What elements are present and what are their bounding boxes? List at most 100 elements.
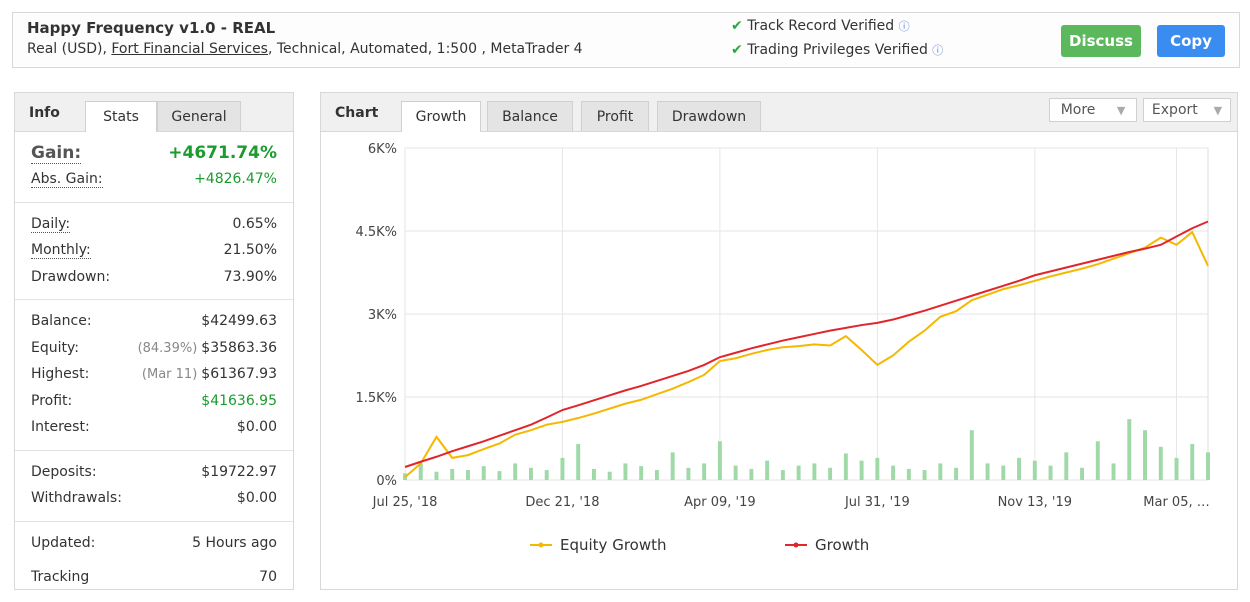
stat-label: Drawdown: [31, 268, 111, 285]
subtitle-text: , Technical, Automated, 1:500 , MetaTrad… [267, 41, 583, 57]
tab-bar: Chart Growth Balance Profit Drawdown More ▼ Exp… [321, 93, 1237, 132]
info-panel: Info Stats General Gain: +4671.74% Abs. Gain:… [14, 92, 294, 590]
stat-value-wrap: $0.00 [237, 490, 277, 506]
stat-value: 21.50% [223, 242, 277, 258]
subtitle-text: Real (USD), [27, 41, 112, 57]
menu-caret: ▼ [1213, 103, 1223, 117]
x-tick-label: Nov 13, '19 [998, 495, 1072, 510]
volume-bar [812, 463, 817, 480]
stat-label: Profit: [31, 392, 73, 409]
tab[interactable]: Balance [487, 101, 573, 131]
volume-bar [1032, 460, 1037, 480]
stat-value: 70 [259, 568, 277, 585]
stat-row: Interest: $0.00 [31, 419, 277, 435]
volume-bar [544, 470, 549, 480]
stat-label: Daily: [31, 215, 71, 233]
stat-value: +4826.47% [194, 171, 277, 187]
volume-bar [843, 453, 848, 480]
menu-button[interactable]: Export ▼ [1143, 98, 1231, 122]
stat-label: Withdrawals: [31, 490, 122, 506]
discuss-button[interactable]: Discuss [1061, 25, 1141, 57]
stat-label: Monthly: [31, 242, 91, 259]
tab[interactable]: Profit [581, 101, 649, 131]
volume-bar [717, 441, 722, 480]
info-label: Info [29, 105, 60, 121]
separator [15, 520, 293, 522]
volume-bar [623, 463, 628, 480]
volume-bar [985, 463, 990, 480]
tab-bar: Info Stats General [15, 93, 293, 132]
legend-label: Equity Growth [560, 536, 667, 554]
volume-bar [938, 463, 943, 480]
volume-bar [922, 470, 927, 480]
stat-row: Profit: $41636.95 [31, 393, 277, 409]
y-tick-label: 3K% [368, 308, 397, 323]
volume-bar [765, 460, 770, 480]
stat-value: $35863.36 [201, 339, 277, 356]
volume-bar [702, 463, 707, 480]
volume-bar [686, 467, 691, 480]
stat-row: Gain: +4671.74% [31, 143, 277, 164]
stat-value-wrap: 21.50% [224, 242, 277, 259]
volume-bar [670, 452, 675, 480]
separator [15, 299, 293, 300]
volume-bar [1080, 467, 1085, 480]
stat-value: $61367.93 [201, 366, 277, 382]
stat-row: Equity: (84.39%) $35863.36 [31, 340, 277, 356]
volume-bar [906, 468, 911, 480]
stat-value: $41636.95 [201, 392, 277, 409]
menu-button[interactable]: More ▼ [1049, 98, 1137, 122]
volume-bar [1064, 452, 1069, 480]
stat-value-wrap: 0.65% [233, 216, 277, 233]
tab[interactable]: General [157, 101, 241, 131]
y-tick-label: 4.5K% [355, 225, 397, 240]
y-tick-label: 6K% [368, 142, 397, 157]
x-tick-label: Dec 21, '18 [525, 495, 599, 510]
stat-note: (84.39%) [137, 340, 198, 356]
stat-label: Equity: [31, 339, 79, 356]
broker-link[interactable]: Fort Financial Services [111, 41, 268, 57]
volume-bar [796, 465, 801, 480]
separator [15, 201, 293, 203]
volume-bar [1206, 452, 1210, 480]
menu-label: More [1060, 102, 1096, 118]
volume-bar [1111, 463, 1116, 480]
copy-button[interactable]: Copy [1157, 25, 1225, 57]
volume-bar [1095, 441, 1100, 480]
volume-bar [560, 457, 565, 480]
tab[interactable]: Drawdown [657, 101, 761, 131]
separator [15, 449, 293, 451]
tab[interactable]: Growth [401, 101, 481, 132]
x-tick-label: Jul 25, '18 [372, 495, 438, 510]
volume-bar [1190, 444, 1195, 480]
stat-row: Deposits: $19722.97 [31, 464, 277, 480]
legend-marker [538, 542, 544, 548]
volume-bar [466, 470, 470, 480]
stat-label: Tracking [31, 568, 90, 585]
badge: ✔ Track Record Verified ⓘ [731, 18, 910, 34]
volume-bar [733, 465, 738, 480]
volume-bar [450, 468, 455, 480]
stat-value-wrap: $19722.97 [201, 464, 277, 480]
stat-label: Balance: [31, 313, 92, 329]
stat-row: Monthly: 21.50% [31, 242, 277, 259]
volume-bar [607, 471, 612, 480]
stat-label: Gain: [31, 143, 82, 164]
stat-value-wrap: 70 [259, 569, 277, 585]
header: Happy Frequency v1.0 - REAL Real (USD), … [12, 12, 1240, 68]
volume-bar [497, 471, 502, 480]
stat-row: Daily: 0.65% [31, 216, 277, 233]
stat-row: Withdrawals: $0.00 [31, 490, 277, 506]
chart-panel: Chart Growth Balance Profit Drawdown More ▼ Exp… [320, 92, 1238, 590]
volume-bar [1143, 430, 1147, 480]
stat-value-wrap: $42499.63 [201, 313, 277, 329]
x-tick-label: Jul 31, '19 [844, 495, 910, 510]
menu-caret: ▼ [1116, 103, 1126, 117]
tab[interactable]: Stats [85, 101, 157, 132]
volume-bar [1174, 457, 1179, 480]
volume-bar [528, 467, 533, 480]
stat-label: Highest: [31, 366, 90, 382]
series-line [404, 220, 1209, 468]
chart-label: Chart [335, 105, 379, 121]
